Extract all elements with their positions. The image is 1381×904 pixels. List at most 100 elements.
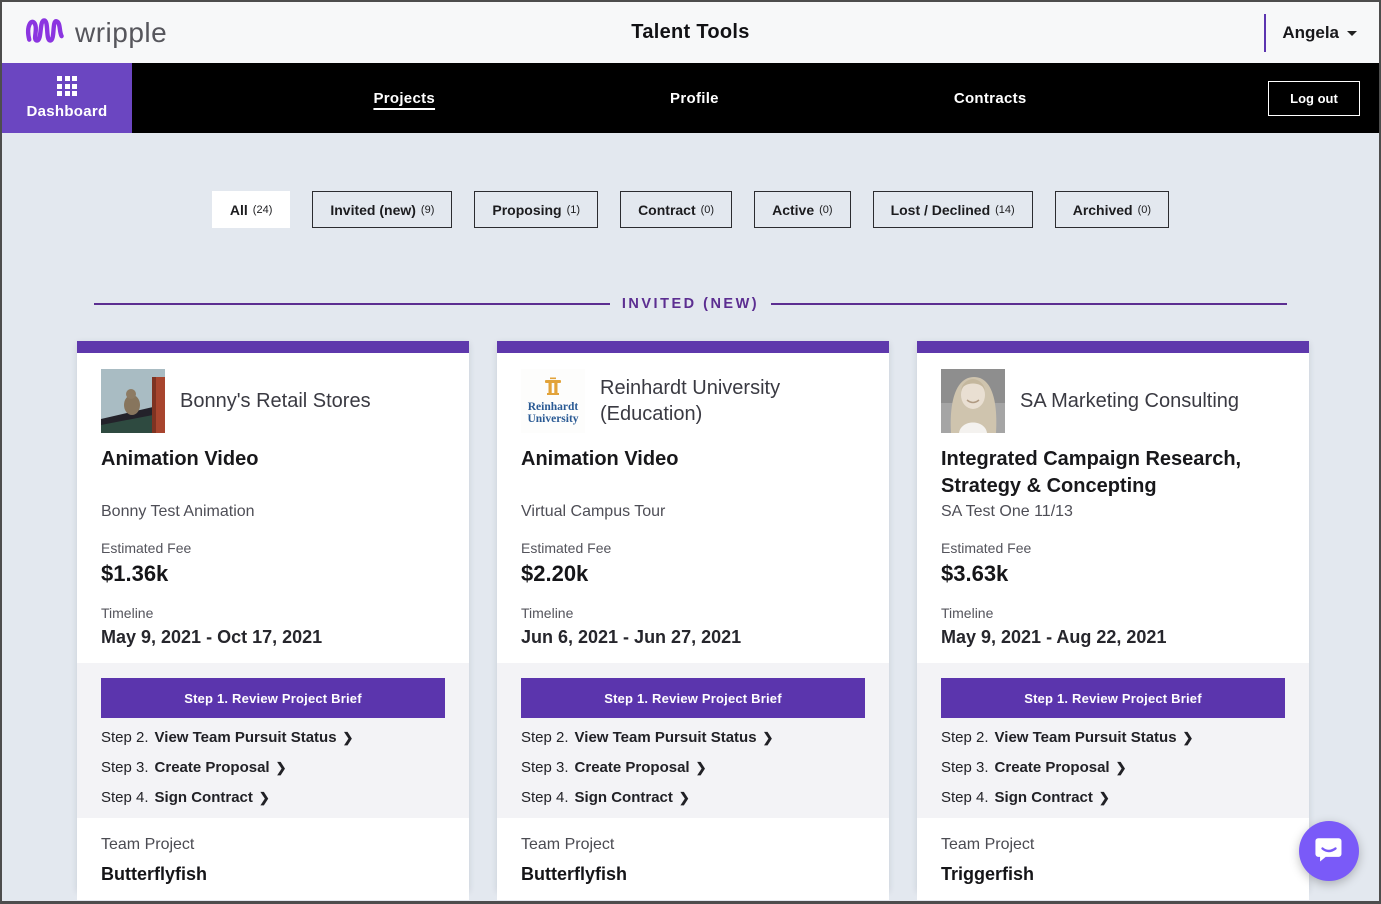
project-subtitle: Bonny Test Animation: [101, 503, 255, 520]
nav-dashboard-tile[interactable]: Dashboard: [2, 63, 132, 133]
logo-text-line: Reinhardt: [527, 401, 579, 413]
section-heading: INVITED (NEW): [621, 296, 760, 312]
timeline-block: Timeline Jun 6, 2021 - Jun 27, 2021: [521, 605, 865, 648]
client-logo-dog-on-roof: [101, 369, 165, 433]
nav-item-profile[interactable]: Profile: [670, 89, 719, 107]
wripple-logo[interactable]: wripple: [24, 13, 167, 52]
logout-button[interactable]: Log out: [1268, 80, 1360, 116]
brand-name: wripple: [75, 16, 168, 48]
project-subtitle: Virtual Campus Tour: [521, 503, 666, 520]
step-sign-contract[interactable]: Step 4. Sign Contract ❯: [941, 783, 1285, 813]
timeline-value: May 9, 2021 - Aug 22, 2021: [941, 627, 1167, 647]
filter-contract[interactable]: Contract (0): [620, 191, 733, 228]
step-prefix: Step 2.: [521, 729, 569, 746]
chevron-right-icon: ❯: [695, 759, 707, 775]
chevron-right-icon: ❯: [258, 789, 270, 805]
user-name: Angela: [1282, 22, 1339, 42]
filter-archived[interactable]: Archived (0): [1054, 191, 1170, 228]
steps-panel: Step 1. Review Project Brief Step 2. Vie…: [77, 663, 469, 818]
step-prefix: Step 2.: [941, 729, 989, 746]
fee-value: $2.20k: [521, 561, 589, 586]
filter-count: (0): [700, 203, 715, 216]
step-prefix: Step 3.: [101, 759, 149, 776]
project-subtitle: SA Test One 11/13: [941, 503, 1073, 520]
project-title: Animation Video: [101, 448, 259, 470]
project-card-sa-marketing: SA Marketing Consulting Integrated Campa…: [917, 341, 1309, 900]
chevron-right-icon: ❯: [1098, 789, 1110, 805]
filter-count: (24): [252, 203, 273, 216]
chevron-right-icon: ❯: [1115, 759, 1127, 775]
step-sign-contract[interactable]: Step 4. Sign Contract ❯: [521, 783, 865, 813]
page-title: Talent Tools: [631, 21, 750, 43]
step-create-proposal[interactable]: Step 3. Create Proposal ❯: [521, 753, 865, 783]
step-sign-contract[interactable]: Step 4. Sign Contract ❯: [101, 783, 445, 813]
step-view-team-pursuit-status[interactable]: Step 2. View Team Pursuit Status ❯: [521, 723, 865, 753]
steps-panel: Step 1. Review Project Brief Step 2. Vie…: [497, 663, 889, 818]
step-action: View Team Pursuit Status: [574, 729, 757, 746]
user-area: Angela: [1264, 13, 1357, 52]
project-card-bonnys: Bonny's Retail Stores Animation Video Bo…: [77, 341, 469, 900]
team-section: Team Project Triggerfish: [917, 818, 1309, 900]
nav-item-contracts[interactable]: Contracts: [953, 89, 1027, 107]
filter-count: (9): [420, 203, 435, 216]
fee-label: Estimated Fee: [101, 540, 192, 556]
step-action: Sign Contract: [574, 789, 673, 806]
step-action: Sign Contract: [154, 789, 253, 806]
fee-label: Estimated Fee: [941, 540, 1032, 556]
logout-wrap: Log out: [1268, 63, 1360, 133]
main-content: All (24) Invited (new) (9) Proposing (1)…: [2, 133, 1379, 901]
nav-item-projects[interactable]: Projects: [373, 89, 436, 107]
filter-active[interactable]: Active (0): [754, 191, 851, 228]
team-project-name: Butterflyfish: [101, 864, 208, 884]
step-create-proposal[interactable]: Step 3. Create Proposal ❯: [101, 753, 445, 783]
fee-block: Estimated Fee $3.63k: [941, 540, 1285, 587]
team-project-label: Team Project: [941, 836, 1035, 853]
review-project-brief-button[interactable]: Step 1. Review Project Brief: [941, 678, 1285, 718]
filter-label: Archived: [1072, 201, 1133, 218]
filter-lost-declined[interactable]: Lost / Declined (14): [872, 191, 1033, 228]
nav-items: Projects Profile Contracts: [132, 63, 1268, 133]
step-prefix: Step 4.: [101, 789, 149, 806]
step-prefix: Step 3.: [941, 759, 989, 776]
top-header: wripple Talent Tools Angela: [2, 2, 1379, 63]
filter-proposing[interactable]: Proposing (1): [474, 191, 599, 228]
filter-label: Lost / Declined: [890, 201, 991, 218]
team-project-name: Triggerfish: [941, 864, 1035, 884]
client-name: Reinhardt University (Education): [600, 377, 781, 425]
client-row: SA Marketing Consulting: [941, 369, 1285, 433]
user-menu[interactable]: Angela: [1282, 23, 1357, 43]
chat-bubble-icon: [1314, 834, 1344, 869]
dashboard-label: Dashboard: [26, 103, 108, 120]
wripple-squiggle-icon: [24, 13, 66, 52]
chevron-right-icon: ❯: [678, 789, 690, 805]
step-action: View Team Pursuit Status: [994, 729, 1177, 746]
client-row: Reinhardt University Reinhardt Universit…: [521, 369, 865, 433]
review-project-brief-button[interactable]: Step 1. Review Project Brief: [101, 678, 445, 718]
filter-all[interactable]: All (24): [211, 191, 291, 228]
timeline-label: Timeline: [521, 605, 574, 621]
fee-block: Estimated Fee $2.20k: [521, 540, 865, 587]
chat-launcher-button[interactable]: [1299, 821, 1359, 881]
card-accent-bar: [497, 341, 889, 353]
timeline-block: Timeline May 9, 2021 - Oct 17, 2021: [101, 605, 445, 648]
team-project-label: Team Project: [101, 836, 195, 853]
client-name: SA Marketing Consulting: [1020, 390, 1240, 412]
project-card-reinhardt: Reinhardt University Reinhardt Universit…: [497, 341, 889, 900]
step-view-team-pursuit-status[interactable]: Step 2. View Team Pursuit Status ❯: [941, 723, 1285, 753]
team-section: Team Project Butterflyfish: [497, 818, 889, 900]
card-accent-bar: [917, 341, 1309, 353]
step-prefix: Step 4.: [521, 789, 569, 806]
team-project-label: Team Project: [521, 836, 615, 853]
timeline-label: Timeline: [101, 605, 154, 621]
steps-panel: Step 1. Review Project Brief Step 2. Vie…: [917, 663, 1309, 818]
step-view-team-pursuit-status[interactable]: Step 2. View Team Pursuit Status ❯: [101, 723, 445, 753]
card-body: SA Marketing Consulting Integrated Campa…: [917, 353, 1309, 648]
review-project-brief-button[interactable]: Step 1. Review Project Brief: [521, 678, 865, 718]
filter-invited-new[interactable]: Invited (new) (9): [312, 191, 453, 228]
client-name: Bonny's Retail Stores: [180, 390, 371, 412]
step-create-proposal[interactable]: Step 3. Create Proposal ❯: [941, 753, 1285, 783]
project-title: Animation Video: [521, 448, 679, 470]
step-action: Create Proposal: [994, 759, 1110, 776]
chevron-right-icon: ❯: [1182, 729, 1194, 745]
